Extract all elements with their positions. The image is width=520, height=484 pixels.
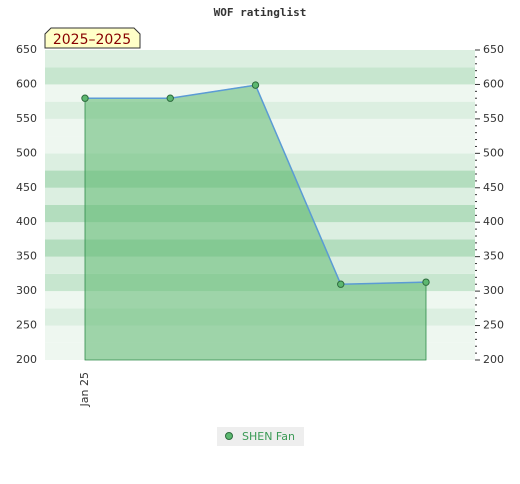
y-tick-label: 650 xyxy=(16,43,37,56)
y-tick-label: 350 xyxy=(16,250,37,263)
stripe xyxy=(45,84,475,102)
y2-tick-label: 600 xyxy=(483,77,504,90)
point xyxy=(422,278,430,286)
y-tick-label: 200 xyxy=(16,353,37,366)
legend-label: SHEN Fan xyxy=(242,430,295,443)
stripe xyxy=(45,67,475,85)
y2-tick-label: 400 xyxy=(483,215,504,228)
point xyxy=(251,81,260,89)
plot-area xyxy=(45,50,475,361)
point xyxy=(81,94,89,102)
y2-tick-label: 450 xyxy=(483,181,504,194)
x-tick-label: Jan 25 xyxy=(78,372,91,407)
y-tick-label: 450 xyxy=(16,181,37,194)
legend-box xyxy=(217,427,304,446)
point xyxy=(337,280,345,288)
y2-tick-label: 200 xyxy=(483,353,504,366)
y2-tick-label: 500 xyxy=(483,146,504,159)
y2-tick-label: 350 xyxy=(483,250,504,263)
y-tick-label: 550 xyxy=(16,112,37,125)
y-tick-label: 500 xyxy=(16,146,37,159)
point xyxy=(166,94,174,102)
y2-tick-label: 550 xyxy=(483,112,504,125)
badge: 2025–2025 xyxy=(53,32,131,48)
y2-tick-label: 250 xyxy=(483,319,504,332)
y-tick-label: 250 xyxy=(16,319,37,332)
chart-title: WOF ratinglist xyxy=(214,6,307,19)
badge-box xyxy=(44,27,141,49)
y2-tick-label: 300 xyxy=(483,284,504,297)
y-tick-label: 600 xyxy=(16,77,37,90)
y2-tick-label: 650 xyxy=(483,43,504,56)
stripe xyxy=(45,50,475,68)
legend-marker xyxy=(225,432,233,440)
y-tick-label: 300 xyxy=(16,284,37,297)
y-tick-label: 400 xyxy=(16,215,37,228)
